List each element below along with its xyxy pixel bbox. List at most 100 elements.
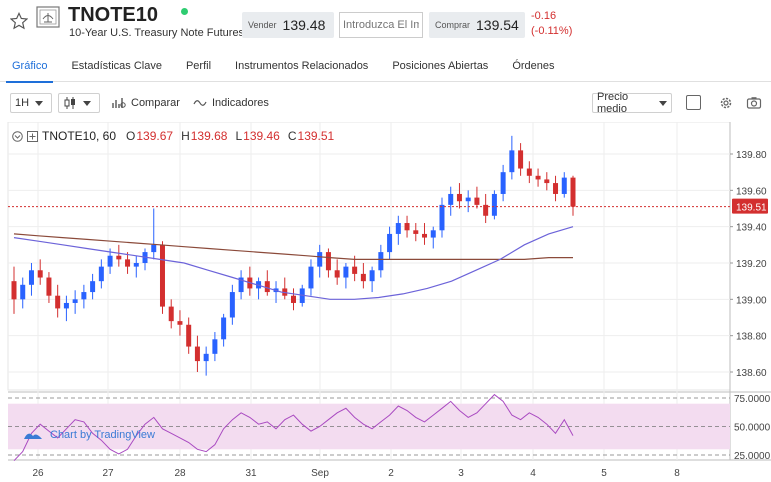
y-tick-label: 139.00 — [736, 295, 767, 306]
gear-icon[interactable] — [718, 95, 734, 111]
candle-body — [422, 233, 428, 238]
camera-icon[interactable] — [746, 95, 762, 111]
interval-dropdown[interactable]: 1H — [10, 93, 52, 113]
candle-body — [448, 193, 454, 205]
chart-type-dropdown[interactable] — [58, 93, 100, 113]
add-symbol-icon[interactable] — [27, 130, 38, 142]
candle-body — [151, 244, 157, 253]
indicators-label: Indicadores — [212, 97, 269, 109]
candle-body — [570, 177, 576, 207]
candle-body — [456, 193, 462, 202]
x-tick-label: 27 — [102, 468, 114, 479]
candle-body — [430, 230, 436, 238]
price-change-pct: (-0.11%) — [531, 25, 573, 37]
buy-label: Comprar — [435, 20, 471, 30]
y-tick-label: 138.60 — [736, 368, 767, 379]
candle-body — [20, 284, 26, 300]
tab-grafico[interactable]: Gráfico — [0, 52, 59, 83]
candle-body — [308, 266, 314, 289]
compare-icon — [112, 98, 126, 108]
interval-value: 1H — [15, 97, 30, 109]
candle-body — [177, 321, 183, 325]
candle-body — [291, 295, 296, 303]
ma-slow-line — [13, 233, 573, 260]
price-change-abs: -0.16 — [531, 10, 557, 22]
main-pane-frame — [7, 122, 731, 391]
tab-posiciones-abiertas[interactable]: Posiciones Abiertas — [392, 60, 489, 72]
candle-body — [238, 277, 244, 293]
candle-body — [518, 150, 524, 169]
tab-ordenes[interactable]: Órdenes — [512, 60, 555, 72]
candle-body — [11, 281, 17, 300]
candle-body — [535, 175, 541, 180]
compare-button[interactable]: Comparar — [112, 93, 180, 113]
candle-body — [325, 252, 331, 271]
candle-body — [526, 168, 532, 176]
chevron-down-icon — [35, 100, 44, 106]
y-tick-label: 139.40 — [736, 223, 767, 234]
candle-body — [116, 255, 122, 260]
candle-body — [413, 230, 419, 234]
legend-close: 139.51 — [297, 129, 335, 143]
candle-body — [404, 223, 410, 231]
sell-button[interactable]: Vender 139.48 — [242, 12, 334, 38]
x-tick-label: 3 — [458, 468, 464, 479]
candle-body — [203, 353, 209, 362]
market-open-indicator — [181, 8, 188, 15]
x-tick-label: 4 — [530, 468, 536, 479]
price-type-dropdown[interactable]: Precio medio — [592, 91, 672, 115]
candle-body — [28, 270, 34, 285]
x-tick-label: 2 — [388, 468, 394, 479]
candle-body — [72, 299, 78, 303]
collapse-legend-icon[interactable] — [12, 130, 23, 142]
candle-body — [194, 346, 200, 362]
legend-low-key: L — [235, 129, 243, 143]
legend-open: 139.67 — [136, 129, 174, 143]
candle-body — [264, 281, 270, 293]
legend-high: 139.68 — [190, 129, 228, 143]
compare-label: Comparar — [131, 97, 180, 109]
candle-body — [186, 324, 192, 347]
tab-perfil[interactable]: Perfil — [185, 60, 212, 72]
candle-body — [483, 204, 489, 216]
tab-estadisticas-clave[interactable]: Estadísticas Clave — [71, 60, 162, 72]
amount-input[interactable] — [339, 12, 423, 38]
x-tick-label: Sep — [311, 468, 329, 479]
candle-body — [395, 223, 401, 234]
candle-body — [378, 252, 384, 271]
candle-body — [46, 277, 52, 296]
instrument-subtitle: 10-Year U.S. Treasury Note Futures — [69, 27, 245, 39]
legend-open-key: O — [126, 129, 136, 143]
candle-body — [98, 266, 104, 282]
candle-body — [387, 233, 393, 253]
tradingview-attribution[interactable]: Chart by TradingView — [22, 428, 155, 442]
ma-fast-line — [13, 226, 574, 300]
candle-body — [553, 183, 559, 194]
x-tick-label: 5 — [601, 468, 607, 479]
star-icon[interactable] — [10, 12, 28, 30]
x-tick-label: 26 — [32, 468, 44, 479]
candle-body — [352, 266, 358, 274]
indicators-button[interactable]: Indicadores — [193, 93, 269, 113]
tab-instrumentos-relacionados[interactable]: Instrumentos Relacionados — [235, 60, 369, 72]
candle-body — [500, 172, 506, 194]
y-tick-label: 139.60 — [736, 186, 767, 197]
y-tick-label: 138.80 — [736, 332, 767, 343]
y-tick-label: 139.20 — [736, 259, 767, 270]
price-type-value: Precio medio — [597, 91, 629, 115]
buy-button[interactable]: Comprar 139.54 — [429, 12, 525, 38]
candle-body — [544, 179, 550, 184]
oscillator-tick-label: 50.0000 — [734, 423, 771, 434]
chart-container[interactable]: 139.80 139.60 139.40 139.20 139.00 138.80 138.… — [0, 122, 771, 482]
price-chart[interactable]: 139.80 139.60 139.40 139.20 139.00 138.80 138.… — [0, 122, 771, 482]
sell-price: 139.48 — [282, 17, 326, 33]
candle-body — [133, 263, 139, 267]
candle-body — [465, 197, 471, 202]
candle-body — [37, 270, 43, 278]
candle-body — [439, 204, 445, 231]
current-price-badge — [732, 198, 768, 214]
candle-body — [509, 150, 515, 173]
chart-legend: TNOTE10, 60 O 139.67 H 139.68 L 139.46 C… — [12, 129, 334, 143]
candle-body — [221, 317, 227, 340]
fullscreen-toggle[interactable] — [686, 95, 701, 110]
